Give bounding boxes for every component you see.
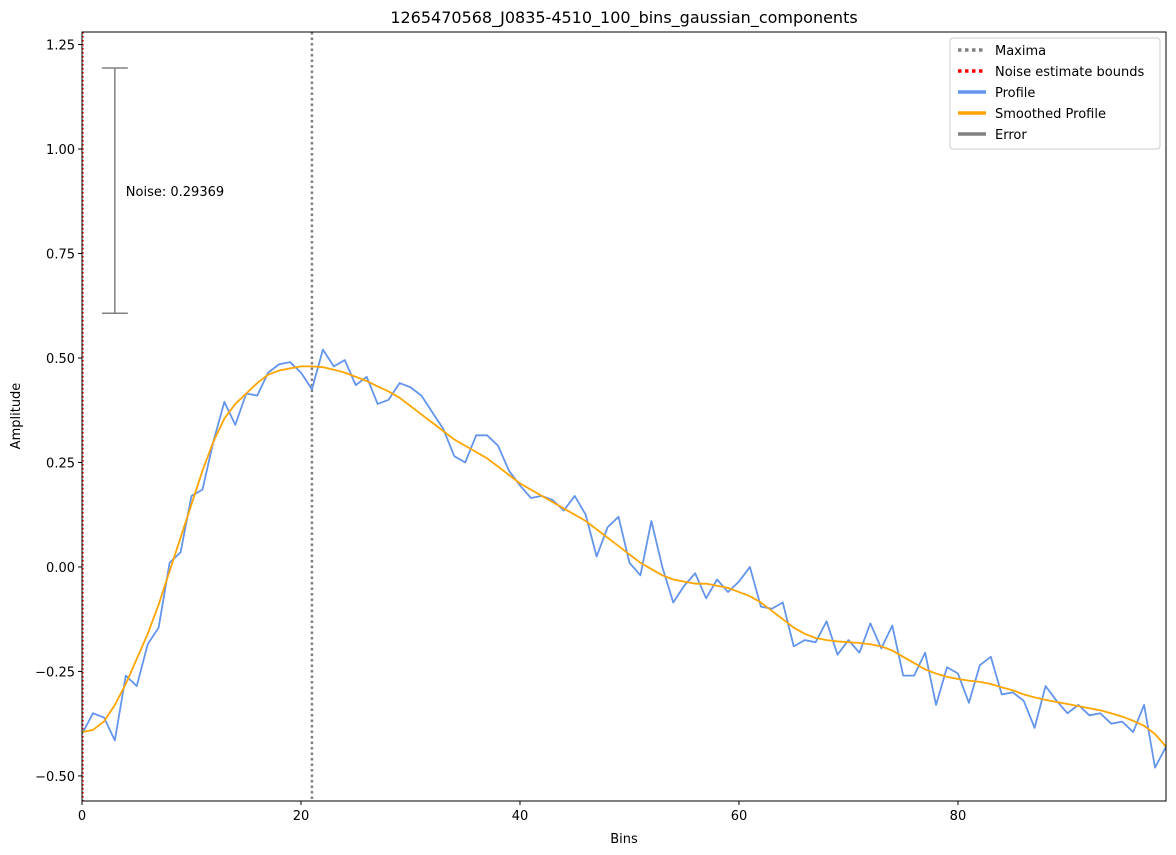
annotations: Noise: 0.29369 (101, 67, 224, 315)
y-tick-label: 1.25 (46, 39, 75, 54)
legend-box (949, 37, 1161, 150)
y-tick-label: 0.50 (46, 352, 75, 367)
legend-label: Smoothed Profile (995, 107, 1106, 122)
x-axis-label: Bins (610, 832, 638, 847)
y-tick-label: 0.75 (46, 248, 75, 263)
x-tick-label: 0 (78, 809, 86, 824)
y-tick-label: 0.00 (46, 561, 75, 576)
plot-frame (81, 31, 1167, 802)
y-tick-label: −0.25 (35, 665, 75, 680)
legend-label: Noise estimate bounds (995, 65, 1144, 80)
x-tick-label: 60 (731, 809, 748, 824)
legend-label: Maxima (995, 44, 1046, 59)
plot-area (81, 31, 1167, 802)
y-tick-label: 1.00 (46, 143, 75, 158)
legend: Maxima Noise estimate bounds Profile Smooth… (949, 37, 1161, 150)
y-tick-label: −0.50 (35, 770, 75, 785)
noise-annotation: Noise: 0.29369 (126, 185, 224, 200)
smoothed-profile-line (82, 365, 1166, 748)
y-tick-label: 0.25 (46, 456, 75, 471)
x-tick-label: 80 (950, 809, 967, 824)
y-axis-label: Amplitude (9, 383, 24, 450)
chart-title: 1265470568_J0835-4510_100_bins_gaussian_… (390, 8, 857, 28)
plot-background (82, 32, 1166, 801)
profile-line (82, 348, 1166, 769)
x-axis: 0 20 40 60 80 (78, 801, 966, 824)
x-tick-label: 20 (293, 809, 310, 824)
legend-label: Profile (995, 86, 1035, 101)
legend-label: Error (995, 128, 1027, 143)
x-tick-label: 40 (512, 809, 529, 824)
data-marks (82, 32, 1166, 801)
y-axis: −0.50 −0.25 0.00 0.25 0.50 0.75 1.00 1.25 (35, 39, 82, 785)
